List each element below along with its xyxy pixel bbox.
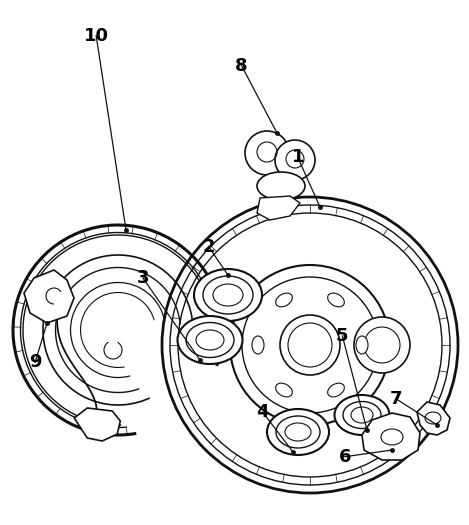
Polygon shape xyxy=(24,270,74,323)
Polygon shape xyxy=(362,413,420,460)
Polygon shape xyxy=(74,408,120,441)
Ellipse shape xyxy=(276,383,292,397)
Text: 8: 8 xyxy=(235,57,248,75)
Text: 10: 10 xyxy=(83,27,109,45)
Circle shape xyxy=(275,140,315,180)
Ellipse shape xyxy=(252,336,264,354)
Ellipse shape xyxy=(276,293,292,307)
Ellipse shape xyxy=(267,409,329,455)
Polygon shape xyxy=(417,402,450,435)
Circle shape xyxy=(280,315,340,375)
Ellipse shape xyxy=(328,293,344,307)
Circle shape xyxy=(230,265,390,425)
Ellipse shape xyxy=(356,336,368,354)
Text: 3: 3 xyxy=(137,269,149,287)
Polygon shape xyxy=(257,196,300,220)
Ellipse shape xyxy=(334,395,389,435)
Ellipse shape xyxy=(328,383,344,397)
Ellipse shape xyxy=(257,172,305,200)
Text: 9: 9 xyxy=(29,353,41,371)
Text: 7: 7 xyxy=(390,390,402,408)
Circle shape xyxy=(245,131,289,175)
Circle shape xyxy=(162,197,458,493)
Ellipse shape xyxy=(194,269,262,321)
Text: 4: 4 xyxy=(257,403,269,421)
Text: 1: 1 xyxy=(292,149,304,166)
Text: 6: 6 xyxy=(339,448,351,466)
Text: 2: 2 xyxy=(203,238,215,256)
Ellipse shape xyxy=(285,423,311,441)
Ellipse shape xyxy=(196,330,224,350)
Circle shape xyxy=(354,317,410,373)
Ellipse shape xyxy=(177,316,242,364)
Text: 5: 5 xyxy=(336,327,348,345)
Ellipse shape xyxy=(213,284,243,306)
Ellipse shape xyxy=(351,407,373,423)
